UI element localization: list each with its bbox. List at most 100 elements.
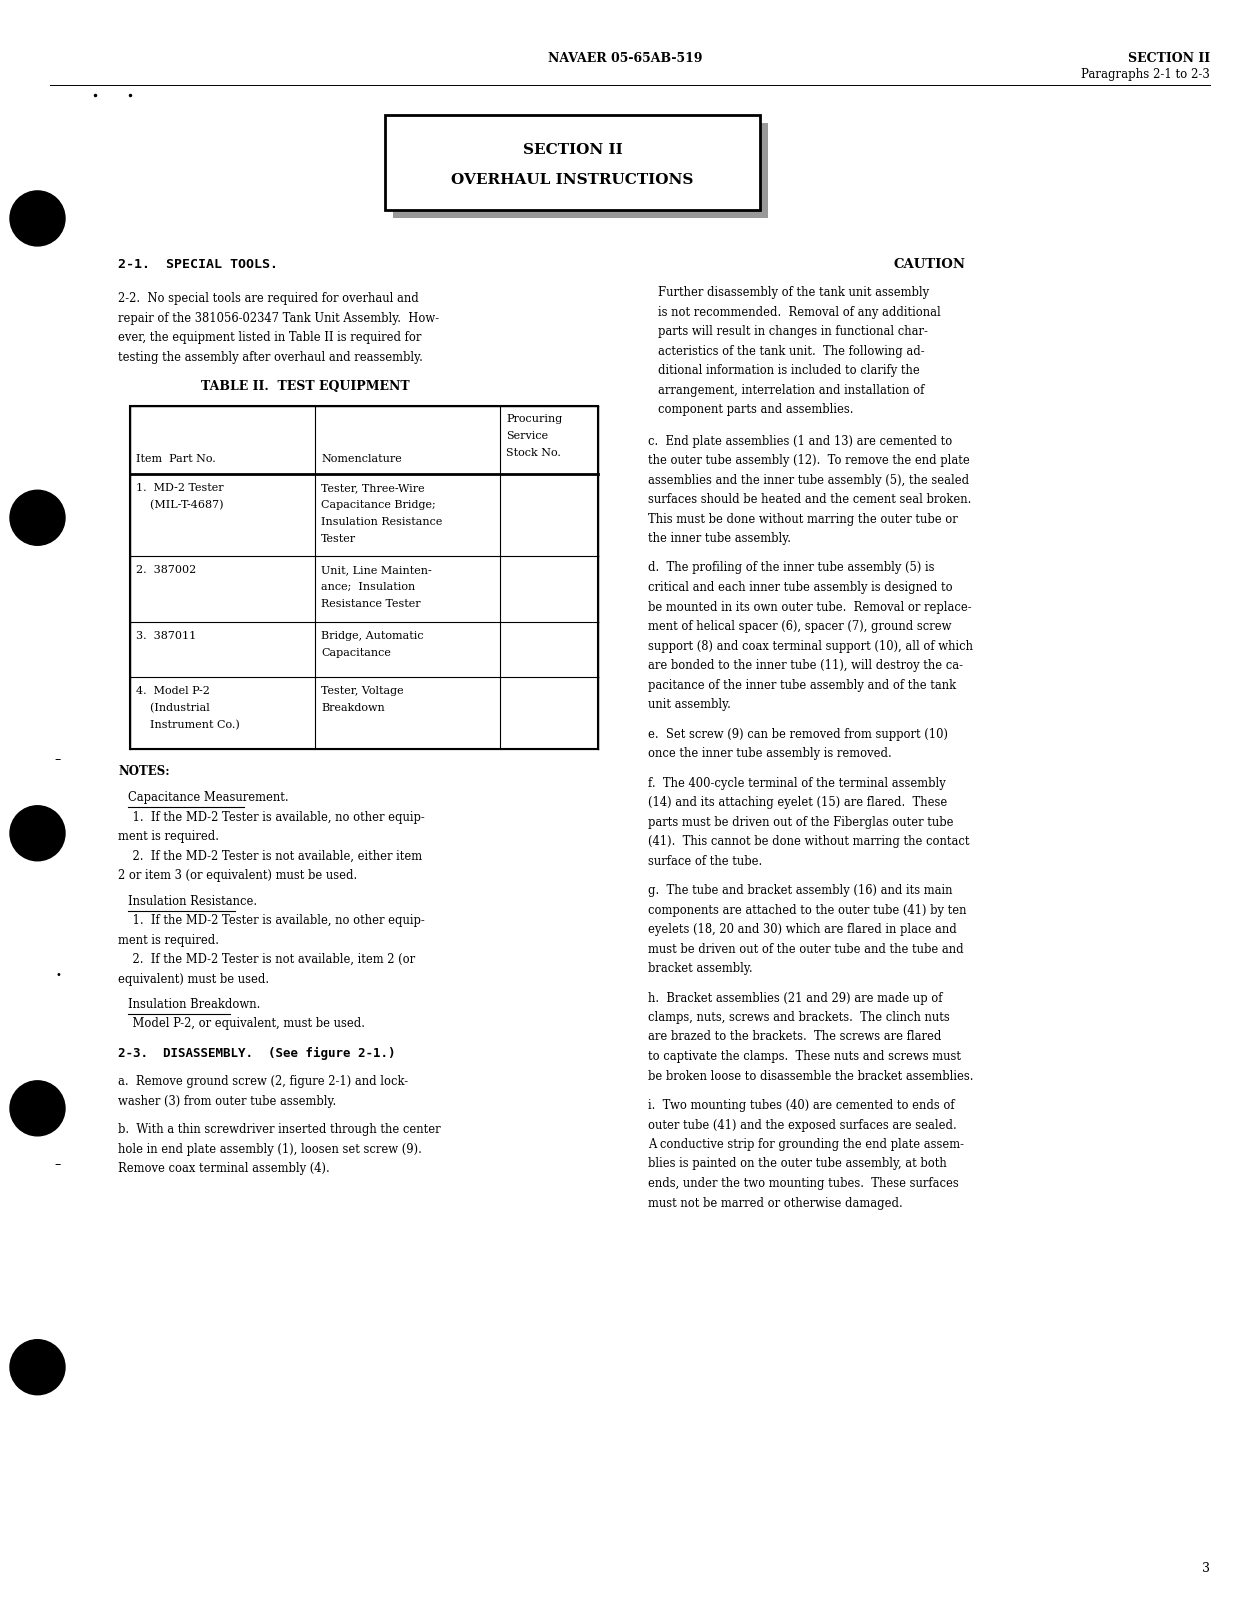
- Text: Tester, Voltage: Tester, Voltage: [321, 686, 404, 696]
- Circle shape: [10, 806, 65, 861]
- Text: ance;  Insulation: ance; Insulation: [321, 582, 415, 592]
- Text: 2-3.  DISASSEMBLY.  (See figure 2-1.): 2-3. DISASSEMBLY. (See figure 2-1.): [118, 1047, 395, 1060]
- Text: Paragraphs 2-1 to 2-3: Paragraphs 2-1 to 2-3: [1081, 68, 1210, 81]
- Text: hole in end plate assembly (1), loosen set screw (9).: hole in end plate assembly (1), loosen s…: [118, 1142, 422, 1155]
- Text: 1.  MD-2 Tester: 1. MD-2 Tester: [136, 484, 224, 493]
- Text: bracket assembly.: bracket assembly.: [648, 963, 752, 976]
- Text: Tester: Tester: [321, 534, 356, 544]
- Text: Capacitance Measurement.: Capacitance Measurement.: [127, 791, 289, 804]
- Text: TABLE II.  TEST EQUIPMENT: TABLE II. TEST EQUIPMENT: [201, 380, 409, 393]
- Text: Stock No.: Stock No.: [506, 448, 561, 458]
- Bar: [385, 115, 760, 210]
- Text: (41).  This cannot be done without marring the contact: (41). This cannot be done without marrin…: [648, 835, 970, 848]
- Text: pacitance of the inner tube assembly and of the tank: pacitance of the inner tube assembly and…: [648, 678, 956, 691]
- Text: Insulation Resistance: Insulation Resistance: [321, 518, 442, 527]
- Text: Resistance Tester: Resistance Tester: [321, 599, 420, 608]
- Text: Procuring: Procuring: [506, 414, 562, 424]
- Bar: [392, 123, 768, 218]
- Text: ment is required.: ment is required.: [118, 934, 219, 947]
- Text: c.  End plate assemblies (1 and 13) are cemented to: c. End plate assemblies (1 and 13) are c…: [648, 435, 952, 448]
- Text: Capacitance: Capacitance: [321, 647, 391, 659]
- Text: CAUTION: CAUTION: [892, 257, 965, 270]
- Text: surfaces should be heated and the cement seal broken.: surfaces should be heated and the cement…: [648, 493, 971, 506]
- Text: 2.  If the MD-2 Tester is not available, either item: 2. If the MD-2 Tester is not available, …: [118, 849, 422, 862]
- Text: 2 or item 3 (or equivalent) must be used.: 2 or item 3 (or equivalent) must be used…: [118, 869, 358, 882]
- Text: critical and each inner tube assembly is designed to: critical and each inner tube assembly is…: [648, 581, 952, 594]
- Text: Insulation Resistance.: Insulation Resistance.: [127, 895, 258, 908]
- Text: OVERHAUL INSTRUCTIONS: OVERHAUL INSTRUCTIONS: [451, 173, 694, 188]
- Text: ever, the equipment listed in Table II is required for: ever, the equipment listed in Table II i…: [118, 332, 421, 345]
- Text: a.  Remove ground screw (2, figure 2-1) and lock-: a. Remove ground screw (2, figure 2-1) a…: [118, 1074, 408, 1087]
- Text: to captivate the clamps.  These nuts and screws must: to captivate the clamps. These nuts and …: [648, 1050, 961, 1063]
- Text: (Industrial: (Industrial: [136, 702, 210, 714]
- Text: eyelets (18, 20 and 30) which are flared in place and: eyelets (18, 20 and 30) which are flared…: [648, 922, 956, 935]
- Text: are bonded to the inner tube (11), will destroy the ca-: are bonded to the inner tube (11), will …: [648, 659, 962, 671]
- Text: assemblies and the inner tube assembly (5), the sealed: assemblies and the inner tube assembly (…: [648, 474, 969, 487]
- Text: 3: 3: [1202, 1561, 1210, 1574]
- Text: Insulation Breakdown.: Insulation Breakdown.: [127, 998, 260, 1011]
- Text: SECTION II: SECTION II: [522, 142, 622, 157]
- Text: b.  With a thin screwdriver inserted through the center: b. With a thin screwdriver inserted thro…: [118, 1123, 441, 1136]
- Text: 2-1.  SPECIAL TOOLS.: 2-1. SPECIAL TOOLS.: [118, 257, 278, 270]
- Text: repair of the 381056-02347 Tank Unit Assembly.  How-: repair of the 381056-02347 Tank Unit Ass…: [118, 312, 439, 325]
- Text: the outer tube assembly (12).  To remove the end plate: the outer tube assembly (12). To remove …: [648, 455, 970, 468]
- Text: Tester, Three-Wire: Tester, Three-Wire: [321, 484, 425, 493]
- Text: 2.  387002: 2. 387002: [136, 565, 196, 574]
- Text: •: •: [55, 971, 61, 981]
- Text: d.  The profiling of the inner tube assembly (5) is: d. The profiling of the inner tube assem…: [648, 561, 935, 574]
- Text: Nomenclature: Nomenclature: [321, 455, 401, 464]
- Text: washer (3) from outer tube assembly.: washer (3) from outer tube assembly.: [118, 1094, 336, 1107]
- Text: once the inner tube assembly is removed.: once the inner tube assembly is removed.: [648, 748, 891, 760]
- Text: –: –: [55, 1158, 61, 1171]
- Text: ment is required.: ment is required.: [118, 830, 219, 843]
- Text: SECTION II: SECTION II: [1128, 52, 1210, 65]
- Text: clamps, nuts, screws and brackets.  The clinch nuts: clamps, nuts, screws and brackets. The c…: [648, 1011, 950, 1024]
- Text: Model P-2, or equivalent, must be used.: Model P-2, or equivalent, must be used.: [118, 1018, 365, 1031]
- Text: g.  The tube and bracket assembly (16) and its main: g. The tube and bracket assembly (16) an…: [648, 883, 952, 896]
- Text: e.  Set screw (9) can be removed from support (10): e. Set screw (9) can be removed from sup…: [648, 728, 948, 741]
- Text: ditional information is included to clarify the: ditional information is included to clar…: [658, 364, 920, 377]
- Text: equivalent) must be used.: equivalent) must be used.: [118, 972, 269, 985]
- Text: h.  Bracket assemblies (21 and 29) are made up of: h. Bracket assemblies (21 and 29) are ma…: [648, 992, 942, 1005]
- Text: be broken loose to disassemble the bracket assemblies.: be broken loose to disassemble the brack…: [648, 1069, 974, 1082]
- Text: acteristics of the tank unit.  The following ad-: acteristics of the tank unit. The follow…: [658, 345, 925, 358]
- Text: 1.  If the MD-2 Tester is available, no other equip-: 1. If the MD-2 Tester is available, no o…: [118, 811, 425, 824]
- Text: Capacitance Bridge;: Capacitance Bridge;: [321, 500, 436, 510]
- Text: Item  Part No.: Item Part No.: [136, 455, 216, 464]
- Text: is not recommended.  Removal of any additional: is not recommended. Removal of any addit…: [658, 306, 941, 319]
- Text: ends, under the two mounting tubes.  These surfaces: ends, under the two mounting tubes. Thes…: [648, 1176, 959, 1189]
- Text: component parts and assemblies.: component parts and assemblies.: [658, 403, 854, 416]
- Circle shape: [10, 191, 65, 246]
- Text: NOTES:: NOTES:: [118, 765, 170, 778]
- Text: surface of the tube.: surface of the tube.: [648, 854, 762, 867]
- Text: components are attached to the outer tube (41) by ten: components are attached to the outer tub…: [648, 903, 966, 916]
- Text: support (8) and coax terminal support (10), all of which: support (8) and coax terminal support (1…: [648, 639, 972, 652]
- Text: Bridge, Automatic: Bridge, Automatic: [321, 631, 424, 641]
- Text: –: –: [55, 754, 61, 767]
- Text: Service: Service: [506, 430, 548, 442]
- Text: outer tube (41) and the exposed surfaces are sealed.: outer tube (41) and the exposed surfaces…: [648, 1118, 956, 1131]
- Text: This must be done without marring the outer tube or: This must be done without marring the ou…: [648, 513, 958, 526]
- Text: NAVAER 05-65AB-519: NAVAER 05-65AB-519: [548, 52, 702, 65]
- Text: parts will result in changes in functional char-: parts will result in changes in function…: [658, 325, 928, 338]
- Text: 2-2.  No special tools are required for overhaul and: 2-2. No special tools are required for o…: [118, 291, 419, 306]
- Text: parts must be driven out of the Fiberglas outer tube: parts must be driven out of the Fibergla…: [648, 815, 954, 828]
- Bar: [130, 406, 598, 749]
- Text: f.  The 400-cycle terminal of the terminal assembly: f. The 400-cycle terminal of the termina…: [648, 777, 946, 790]
- Text: Remove coax terminal assembly (4).: Remove coax terminal assembly (4).: [118, 1162, 330, 1175]
- Text: i.  Two mounting tubes (40) are cemented to ends of: i. Two mounting tubes (40) are cemented …: [648, 1099, 955, 1112]
- Text: 4.  Model P-2: 4. Model P-2: [136, 686, 210, 696]
- Text: unit assembly.: unit assembly.: [648, 697, 731, 710]
- Text: A conductive strip for grounding the end plate assem-: A conductive strip for grounding the end…: [648, 1137, 964, 1150]
- Text: (MIL-T-4687): (MIL-T-4687): [136, 500, 224, 510]
- Circle shape: [10, 1081, 65, 1136]
- Text: the inner tube assembly.: the inner tube assembly.: [648, 532, 791, 545]
- Text: 1.  If the MD-2 Tester is available, no other equip-: 1. If the MD-2 Tester is available, no o…: [118, 914, 425, 927]
- Text: must be driven out of the outer tube and the tube and: must be driven out of the outer tube and…: [648, 943, 964, 956]
- Circle shape: [10, 1340, 65, 1395]
- Text: testing the assembly after overhaul and reassembly.: testing the assembly after overhaul and …: [118, 351, 422, 364]
- Text: 3.  387011: 3. 387011: [136, 631, 196, 641]
- Text: arrangement, interrelation and installation of: arrangement, interrelation and installat…: [658, 383, 925, 396]
- Text: be mounted in its own outer tube.  Removal or replace-: be mounted in its own outer tube. Remova…: [648, 600, 971, 613]
- Text: Unit, Line Mainten-: Unit, Line Mainten-: [321, 565, 431, 574]
